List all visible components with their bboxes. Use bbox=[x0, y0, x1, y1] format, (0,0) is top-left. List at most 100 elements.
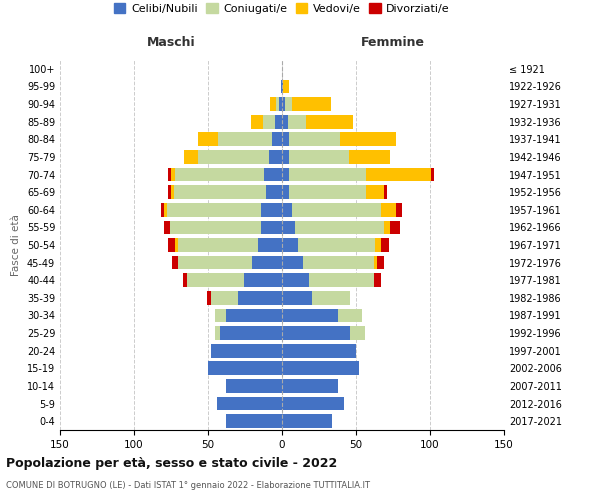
Bar bbox=[282, 256, 303, 270]
Bar bbox=[282, 291, 311, 304]
Bar bbox=[282, 132, 289, 146]
Bar bbox=[171, 186, 174, 199]
Bar bbox=[295, 220, 384, 234]
Bar bbox=[338, 308, 362, 322]
Bar bbox=[288, 115, 305, 128]
Bar bbox=[384, 186, 387, 199]
Bar bbox=[374, 274, 381, 287]
Text: Maschi: Maschi bbox=[146, 36, 196, 50]
Bar bbox=[172, 256, 178, 270]
Bar bbox=[263, 115, 275, 128]
Bar bbox=[431, 168, 434, 181]
Bar bbox=[298, 238, 375, 252]
Text: Femmine: Femmine bbox=[361, 36, 425, 50]
Bar bbox=[377, 256, 384, 270]
Bar bbox=[208, 362, 282, 375]
Bar bbox=[308, 274, 374, 287]
Bar bbox=[218, 132, 272, 146]
Bar bbox=[266, 186, 282, 199]
Bar bbox=[282, 80, 283, 94]
Bar bbox=[375, 238, 381, 252]
Bar bbox=[170, 220, 261, 234]
Bar bbox=[381, 203, 396, 216]
Bar bbox=[282, 362, 359, 375]
Bar bbox=[282, 150, 289, 164]
Bar bbox=[220, 326, 282, 340]
Bar bbox=[164, 203, 167, 216]
Bar bbox=[269, 150, 282, 164]
Bar bbox=[211, 291, 238, 304]
Bar bbox=[282, 97, 285, 111]
Bar bbox=[349, 150, 390, 164]
Bar bbox=[178, 238, 259, 252]
Bar bbox=[292, 203, 381, 216]
Bar bbox=[292, 97, 331, 111]
Bar bbox=[161, 203, 164, 216]
Bar bbox=[206, 291, 211, 304]
Text: COMUNE DI BOTRUGNO (LE) - Dati ISTAT 1° gennaio 2022 - Elaborazione TUTTITALIA.I: COMUNE DI BOTRUGNO (LE) - Dati ISTAT 1° … bbox=[6, 481, 370, 490]
Bar bbox=[178, 256, 253, 270]
Bar bbox=[259, 238, 282, 252]
Bar bbox=[367, 168, 431, 181]
Bar bbox=[350, 326, 365, 340]
Bar bbox=[390, 220, 400, 234]
Bar bbox=[282, 308, 338, 322]
Bar bbox=[197, 132, 218, 146]
Bar bbox=[279, 97, 282, 111]
Bar bbox=[167, 203, 261, 216]
Bar bbox=[183, 274, 187, 287]
Bar bbox=[282, 326, 350, 340]
Bar bbox=[282, 203, 292, 216]
Bar bbox=[215, 326, 220, 340]
Bar bbox=[381, 238, 389, 252]
Bar bbox=[289, 132, 340, 146]
Bar bbox=[289, 150, 349, 164]
Bar bbox=[289, 168, 367, 181]
Bar bbox=[282, 274, 308, 287]
Bar bbox=[211, 344, 282, 358]
Bar bbox=[384, 220, 390, 234]
Bar bbox=[168, 168, 171, 181]
Bar bbox=[226, 414, 282, 428]
Legend: Celibi/Nubili, Coniugati/e, Vedovi/e, Divorziati/e: Celibi/Nubili, Coniugati/e, Vedovi/e, Di… bbox=[110, 0, 454, 18]
Bar bbox=[175, 238, 178, 252]
Bar bbox=[282, 238, 298, 252]
Bar bbox=[282, 396, 344, 410]
Bar bbox=[215, 308, 226, 322]
Bar bbox=[168, 238, 175, 252]
Bar bbox=[282, 115, 288, 128]
Bar bbox=[238, 291, 282, 304]
Bar bbox=[264, 168, 282, 181]
Bar bbox=[217, 396, 282, 410]
Bar bbox=[164, 220, 170, 234]
Text: Popolazione per età, sesso e stato civile - 2022: Popolazione per età, sesso e stato civil… bbox=[6, 458, 337, 470]
Bar bbox=[184, 150, 197, 164]
Bar bbox=[171, 168, 175, 181]
Bar bbox=[282, 379, 338, 393]
Bar bbox=[168, 186, 171, 199]
Bar bbox=[281, 80, 282, 94]
Bar bbox=[311, 291, 350, 304]
Bar bbox=[244, 274, 282, 287]
Bar bbox=[282, 186, 289, 199]
Y-axis label: Fasce di età: Fasce di età bbox=[11, 214, 21, 276]
Bar bbox=[305, 115, 353, 128]
Bar bbox=[261, 203, 282, 216]
Bar bbox=[275, 115, 282, 128]
Bar bbox=[253, 256, 282, 270]
Bar bbox=[197, 150, 269, 164]
Bar bbox=[272, 132, 282, 146]
Bar bbox=[226, 379, 282, 393]
Bar bbox=[289, 186, 367, 199]
Bar bbox=[276, 97, 279, 111]
Bar bbox=[226, 308, 282, 322]
Bar bbox=[374, 256, 377, 270]
Bar bbox=[282, 220, 295, 234]
Bar bbox=[174, 186, 266, 199]
Bar bbox=[261, 220, 282, 234]
Bar bbox=[367, 186, 384, 199]
Bar bbox=[283, 80, 289, 94]
Bar bbox=[303, 256, 374, 270]
Bar bbox=[187, 274, 244, 287]
Bar bbox=[251, 115, 263, 128]
